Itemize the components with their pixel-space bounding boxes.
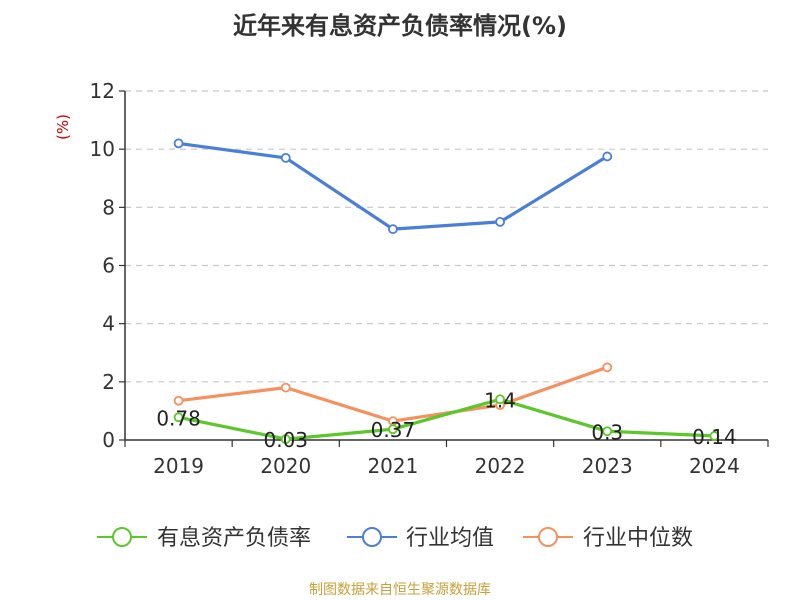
- data-label: 0.37: [371, 418, 416, 442]
- x-tick-label: 2020: [260, 454, 311, 478]
- data-label: 0.14: [692, 425, 737, 449]
- data-label: 1.4: [484, 388, 516, 412]
- legend-marker: [362, 527, 382, 547]
- data-point[interactable]: [280, 382, 291, 393]
- data-label: 0.3: [591, 420, 623, 444]
- data-point[interactable]: [280, 434, 291, 445]
- x-tick-label: 2023: [582, 454, 633, 478]
- chart-title: 近年来有息资产负债率情况(%): [233, 12, 567, 40]
- data-point[interactable]: [388, 424, 398, 435]
- legend-label[interactable]: 行业中位数: [583, 526, 693, 551]
- legend-marker: [538, 527, 558, 547]
- data-label: 0.03: [263, 428, 308, 452]
- data-point[interactable]: [495, 216, 505, 227]
- data-point[interactable]: [602, 151, 613, 162]
- source-note: 制图数据来自恒生聚源数据库: [309, 582, 491, 598]
- data-point[interactable]: [173, 412, 184, 423]
- x-tick-label: 2024: [689, 454, 740, 478]
- legend-label[interactable]: 行业均值: [406, 526, 494, 551]
- legend-marker: [112, 527, 132, 547]
- data-point[interactable]: [602, 426, 613, 437]
- y-tick-label: 10: [90, 137, 115, 161]
- data-point[interactable]: [280, 152, 291, 163]
- legend-label[interactable]: 有息资产负债率: [157, 526, 311, 551]
- x-tick-label: 2021: [367, 454, 418, 478]
- y-tick-label: 4: [102, 312, 115, 336]
- y-tick-label: 6: [102, 254, 115, 278]
- y-tick-label: 8: [102, 195, 115, 219]
- y-tick-label: 0: [102, 428, 115, 452]
- y-tick-label: 12: [90, 79, 115, 103]
- y-tick-label: 2: [102, 370, 115, 394]
- data-point[interactable]: [173, 395, 184, 406]
- y-unit-label: (%): [54, 114, 72, 140]
- data-point[interactable]: [709, 431, 720, 441]
- data-label: 0.78: [156, 406, 201, 430]
- series-line-1: [178, 141, 609, 231]
- data-point[interactable]: [602, 362, 613, 373]
- data-point[interactable]: [388, 224, 398, 235]
- x-tick-label: 2019: [153, 454, 204, 478]
- data-point[interactable]: [173, 138, 184, 149]
- series-line-0: [178, 397, 715, 441]
- x-tick-label: 2022: [475, 454, 526, 478]
- data-point[interactable]: [495, 394, 505, 405]
